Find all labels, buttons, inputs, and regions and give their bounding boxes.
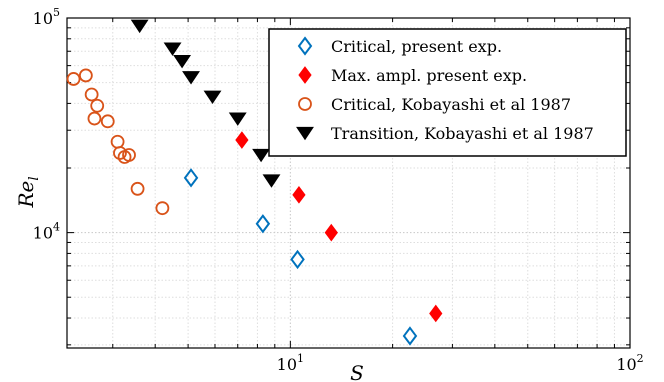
legend-box bbox=[268, 28, 627, 157]
data-point bbox=[87, 111, 102, 126]
legend-entry-label: Transition, Kobayashi et al 1987 bbox=[331, 124, 594, 143]
data-point bbox=[228, 112, 247, 126]
y-axis-label-subscript: l bbox=[27, 176, 42, 180]
legend-entry-label: Critical, Kobayashi et al 1987 bbox=[331, 95, 571, 114]
data-point bbox=[173, 54, 192, 69]
x-tick-label: 101 bbox=[277, 352, 304, 374]
x-tick-label-base: 10 bbox=[616, 355, 636, 374]
legend-marker bbox=[298, 66, 312, 84]
data-point bbox=[130, 181, 145, 196]
y-tick-label-base: 10 bbox=[33, 224, 53, 243]
data-point bbox=[324, 223, 338, 242]
x-tick-label-exponent: 2 bbox=[637, 352, 644, 365]
data-point bbox=[155, 201, 170, 216]
legend-marker bbox=[297, 36, 313, 56]
data-points bbox=[66, 19, 443, 346]
data-point bbox=[122, 148, 136, 162]
y-tick-label-exponent: 5 bbox=[53, 6, 60, 19]
legend-entry-label: Critical, present exp. bbox=[331, 37, 502, 56]
data-point bbox=[113, 146, 127, 160]
series-0 bbox=[183, 168, 418, 346]
y-tick-label-exponent: 4 bbox=[53, 221, 60, 234]
y-tick-label: 104 bbox=[33, 221, 60, 243]
data-point bbox=[290, 249, 305, 270]
data-point bbox=[182, 71, 200, 85]
data-point bbox=[130, 19, 149, 34]
series-2 bbox=[66, 68, 170, 216]
data-point bbox=[262, 174, 281, 188]
data-point bbox=[402, 326, 418, 346]
x-tick-label-base: 10 bbox=[277, 355, 297, 374]
data-point bbox=[183, 168, 199, 188]
data-point bbox=[292, 185, 306, 204]
data-point bbox=[163, 42, 182, 56]
x-tick-label-exponent: 1 bbox=[297, 352, 304, 365]
data-point bbox=[255, 214, 271, 234]
y-axis-label: Rel bbox=[14, 176, 42, 208]
legend: Critical, present exp. Max. ampl. present… bbox=[268, 28, 627, 157]
data-point bbox=[100, 114, 115, 129]
series-3 bbox=[130, 19, 281, 188]
data-point bbox=[90, 98, 105, 113]
data-point bbox=[84, 87, 99, 102]
data-point bbox=[235, 131, 249, 149]
y-tick-label: 105 bbox=[33, 6, 60, 28]
data-point bbox=[66, 72, 81, 86]
series-1 bbox=[235, 131, 443, 323]
x-tick-label: 102 bbox=[616, 352, 643, 374]
data-point bbox=[252, 148, 271, 163]
y-axis-label-main: Re bbox=[14, 181, 38, 209]
data-point bbox=[203, 90, 222, 104]
legend-entry-label: Max. ampl. present exp. bbox=[331, 66, 527, 85]
data-point bbox=[78, 68, 93, 83]
data-point bbox=[429, 304, 443, 323]
legend-marker bbox=[298, 97, 312, 111]
y-tick-label-base: 10 bbox=[33, 9, 53, 28]
legend-marker bbox=[296, 126, 314, 141]
x-axis-label: S bbox=[350, 361, 364, 382]
plot-frame bbox=[66, 17, 631, 349]
